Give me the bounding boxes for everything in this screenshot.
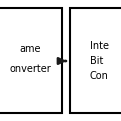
Text: Inte: Inte <box>90 41 109 51</box>
Text: onverter: onverter <box>9 64 51 74</box>
Text: Bit: Bit <box>90 56 103 66</box>
Bar <box>70 8 121 113</box>
Bar <box>0 8 62 113</box>
Text: ame: ame <box>19 44 41 54</box>
Text: Con: Con <box>90 71 109 81</box>
